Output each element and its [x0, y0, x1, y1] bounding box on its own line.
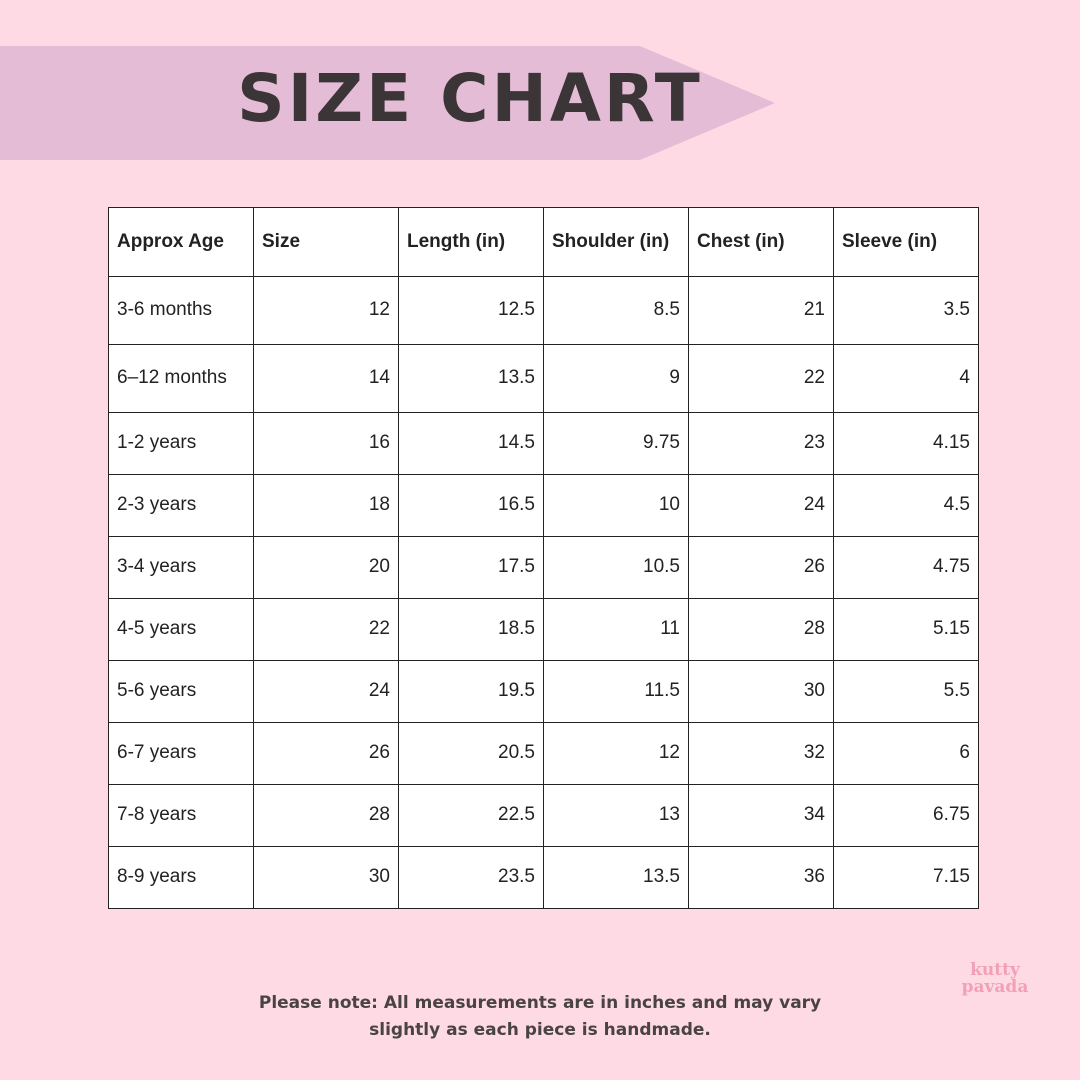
age-cell: 5-6 years: [108, 660, 254, 723]
value-cell: 36: [688, 846, 834, 909]
table-row: 3-4 years 20 17.5 10.5 26 4.75: [108, 536, 979, 599]
value-cell: 11.5: [543, 660, 689, 723]
age-cell: 1-2 years: [108, 412, 254, 475]
age-cell: 3-4 years: [108, 536, 254, 599]
value-cell: 5.15: [833, 598, 979, 661]
value-cell: 32: [688, 722, 834, 785]
value-cell: 12.5: [398, 276, 544, 345]
value-cell: 23.5: [398, 846, 544, 909]
value-cell: 23: [688, 412, 834, 475]
value-cell: 8.5: [543, 276, 689, 345]
table-row: 5-6 years 24 19.5 11.5 30 5.5: [108, 660, 979, 723]
value-cell: 21: [688, 276, 834, 345]
value-cell: 20.5: [398, 722, 544, 785]
table-row: 6–12 months 14 13.5 9 22 4: [108, 344, 979, 413]
value-cell: 34: [688, 784, 834, 847]
value-cell: 14.5: [398, 412, 544, 475]
title: SIZE CHART: [237, 60, 703, 137]
header-cell: Sleeve (in): [833, 207, 979, 277]
table-row: 1-2 years 16 14.5 9.75 23 4.15: [108, 412, 979, 475]
table-body: 3-6 months 12 12.5 8.5 21 3.5 6–12 months 14 13.…: [108, 276, 979, 909]
table-row: 6-7 years 26 20.5 12 32 6: [108, 722, 979, 785]
age-cell: 6-7 years: [108, 722, 254, 785]
value-cell: 4.15: [833, 412, 979, 475]
header-cell: Size: [253, 207, 399, 277]
header-cell: Approx Age: [108, 207, 254, 277]
value-cell: 10: [543, 474, 689, 537]
value-cell: 4: [833, 344, 979, 413]
value-cell: 9: [543, 344, 689, 413]
value-cell: 10.5: [543, 536, 689, 599]
banner-shape: [0, 46, 775, 160]
value-cell: 28: [688, 598, 834, 661]
value-cell: 30: [253, 846, 399, 909]
value-cell: 18.5: [398, 598, 544, 661]
age-cell: 7-8 years: [108, 784, 254, 847]
value-cell: 14: [253, 344, 399, 413]
value-cell: 20: [253, 536, 399, 599]
value-cell: 17.5: [398, 536, 544, 599]
table-row: 8-9 years 30 23.5 13.5 36 7.15: [108, 846, 979, 909]
note-line: Please note: All measurements are in inc…: [258, 993, 822, 1013]
value-cell: 24: [253, 660, 399, 723]
value-cell: 6: [833, 722, 979, 785]
header-cell: Chest (in): [688, 207, 834, 277]
value-cell: 13: [543, 784, 689, 847]
value-cell: 30: [688, 660, 834, 723]
value-cell: 26: [688, 536, 834, 599]
logo-line: pavada: [961, 977, 1029, 997]
value-cell: 26: [253, 722, 399, 785]
value-cell: 18: [253, 474, 399, 537]
value-cell: 22: [253, 598, 399, 661]
table-row: 2-3 years 18 16.5 10 24 4.5: [108, 474, 979, 537]
value-cell: 11: [543, 598, 689, 661]
value-cell: 28: [253, 784, 399, 847]
value-cell: 6.75: [833, 784, 979, 847]
value-cell: 13.5: [398, 344, 544, 413]
table-row: 7-8 years 28 22.5 13 34 6.75: [108, 784, 979, 847]
note: Please note: All measurements are in inc…: [140, 990, 940, 1044]
value-cell: 22.5: [398, 784, 544, 847]
age-cell: 3-6 months: [108, 276, 254, 345]
value-cell: 7.15: [833, 846, 979, 909]
table-row: 3-6 months 12 12.5 8.5 21 3.5: [108, 276, 979, 345]
value-cell: 16: [253, 412, 399, 475]
header-cell: Length (in): [398, 207, 544, 277]
logo-line: kutty: [970, 960, 1020, 980]
header-cell: Shoulder (in): [543, 207, 689, 277]
note-line: slightly as each piece is handmade.: [369, 1020, 711, 1040]
value-cell: 9.75: [543, 412, 689, 475]
value-cell: 3.5: [833, 276, 979, 345]
value-cell: 4.75: [833, 536, 979, 599]
size-table: Approx Age Size Length (in) Shoulder (in) Ch…: [108, 207, 979, 909]
value-cell: 4.5: [833, 474, 979, 537]
table-row: 4-5 years 22 18.5 11 28 5.15: [108, 598, 979, 661]
value-cell: 5.5: [833, 660, 979, 723]
value-cell: 12: [253, 276, 399, 345]
value-cell: 24: [688, 474, 834, 537]
title-banner: [0, 46, 775, 160]
age-cell: 8-9 years: [108, 846, 254, 909]
age-cell: 2-3 years: [108, 474, 254, 537]
value-cell: 16.5: [398, 474, 544, 537]
value-cell: 19.5: [398, 660, 544, 723]
value-cell: 22: [688, 344, 834, 413]
age-cell: 4-5 years: [108, 598, 254, 661]
value-cell: 13.5: [543, 846, 689, 909]
logo: kutty pavada: [950, 962, 1040, 996]
header-row: Approx Age Size Length (in) Shoulder (in) Ch…: [108, 207, 979, 277]
age-cell: 6–12 months: [108, 344, 254, 413]
value-cell: 12: [543, 722, 689, 785]
